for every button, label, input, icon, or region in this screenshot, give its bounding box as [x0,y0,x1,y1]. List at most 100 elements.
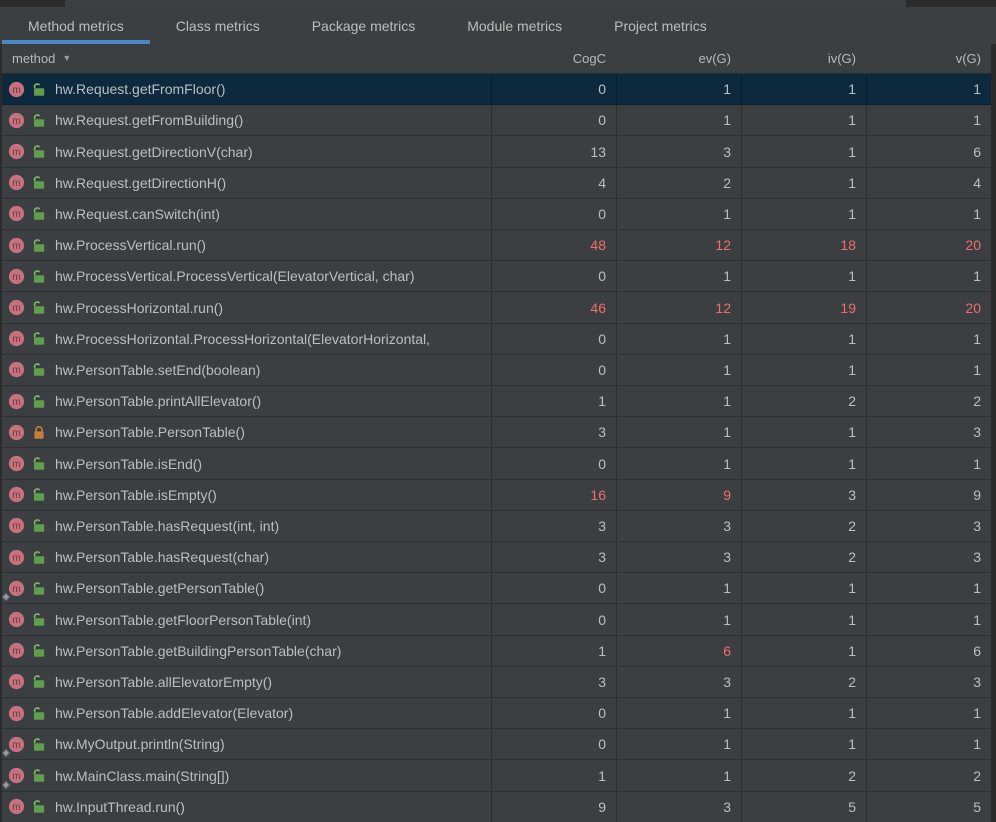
method-name: hw.PersonTable.hasRequest(char) [55,549,270,566]
evg-value: 1 [616,323,741,354]
column-header-evg[interactable]: ev(G) [698,51,732,66]
method-cell: m hw.ProcessVertical.ProcessVertical(Ele… [2,261,491,291]
tab-project-metrics[interactable]: Project metrics [614,17,707,34]
method-name: hw.ProcessVertical.ProcessVertical(Eleva… [55,268,415,285]
visibility-lock-icon [32,518,46,533]
evg-value: 1 [616,261,741,292]
vg-value: 3 [866,417,991,448]
table-row[interactable]: m hw.PersonTable.PersonTable() 3 1 [2,417,991,449]
table-row[interactable]: m hw.Request.getFromFloor() 0 1 1 [2,74,991,106]
vg-value: 1 [866,729,991,760]
visibility-lock-icon [32,82,46,97]
tab-module-metrics[interactable]: Module metrics [467,17,563,34]
evg-value: 2 [616,167,741,198]
sort-desc-icon[interactable]: ▼ [62,53,72,63]
cogc-value: 3 [491,510,616,542]
table-row[interactable]: m hw.MyOutput.println(String) 0 1 [2,729,991,761]
svg-text:m: m [12,209,20,220]
table-row[interactable]: m hw.ProcessHorizontal.run() 46 12 [2,292,991,324]
table-row[interactable]: m hw.Request.getFromBuilding() 0 1 [2,105,991,137]
evg-value: 1 [616,386,741,417]
top-strip [0,0,996,7]
svg-text:m: m [12,521,20,532]
vg-value: 1 [866,261,991,292]
ivg-value: 5 [741,791,866,822]
method-cell: m hw.PersonTable.getPersonTable() [2,573,491,603]
table-row[interactable]: m hw.PersonTable.getBuildingPersonTable(… [2,635,991,667]
method-name: hw.Request.getFromFloor() [55,81,226,98]
evg-value: 6 [616,635,741,666]
table-row[interactable]: m hw.PersonTable.addElevator(Elevator) 0 [2,698,991,730]
vg-value: 9 [866,479,991,510]
table-row[interactable]: m hw.PersonTable.hasRequest(char) 3 3 [2,542,991,574]
tab-class-metrics[interactable]: Class metrics [175,17,260,34]
ivg-value: 1 [741,698,866,729]
method-cell: m hw.PersonTable.getFloorPersonTable(int… [2,604,491,634]
column-header-vg[interactable]: v(G) [955,51,981,66]
vg-value: 6 [866,635,991,666]
method-cell: m hw.MyOutput.println(String) [2,729,491,759]
cogc-value: 1 [491,386,616,417]
table-row[interactable]: m hw.ProcessHorizontal.ProcessHorizontal… [2,323,991,355]
evg-value: 1 [616,105,741,136]
table-row[interactable]: m hw.PersonTable.setEnd(boolean) 0 1 [2,354,991,387]
table-row[interactable]: m hw.Request.getDirectionV(char) 13 3 [2,136,991,168]
method-icon: m [8,517,25,534]
method-name: hw.PersonTable.isEnd() [55,455,203,472]
table-row[interactable]: m hw.Request.canSwitch(int) 0 1 1 [2,198,991,231]
table-row[interactable]: m hw.PersonTable.isEmpty() 16 9 3 [2,479,991,511]
metrics-tab-bar: Method metrics Class metrics Package met… [0,7,996,44]
table-row[interactable]: m hw.InputThread.run() 9 3 5 [2,791,991,822]
table-row[interactable]: m hw.MainClass.main(String[]) 1 1 [2,760,991,792]
table-row[interactable]: m hw.ProcessVertical.ProcessVertical(Ele… [2,261,991,293]
ivg-value: 2 [741,542,866,573]
method-cell: m hw.Request.canSwitch(int) [2,199,491,229]
visibility-lock-icon [32,799,46,814]
vg-value: 20 [866,230,991,261]
column-header-cogc[interactable]: CogC [572,51,606,66]
svg-text:m: m [12,740,20,751]
method-cell: m hw.PersonTable.PersonTable() [2,417,491,447]
table-row[interactable]: m hw.PersonTable.hasRequest(int, int) 3 [2,510,991,543]
method-icon: m [8,611,25,628]
method-icon: m [8,642,25,659]
method-cell: m hw.ProcessVertical.run() [2,230,491,260]
ivg-value: 1 [741,261,866,292]
ivg-value: 1 [741,729,866,760]
method-cell: m hw.ProcessHorizontal.run() [2,292,491,322]
ivg-value: 2 [741,510,866,542]
column-header-ivg[interactable]: iv(G) [827,51,856,66]
table-row[interactable]: m hw.PersonTable.printAllElevator() 1 1 [2,386,991,418]
table-row[interactable]: m hw.PersonTable.getPersonTable() 0 1 [2,573,991,605]
evg-value: 1 [616,573,741,604]
cogc-value: 9 [491,791,616,822]
svg-text:m: m [12,147,20,158]
column-header-method[interactable]: method ▼ [2,51,491,66]
svg-text:m: m [12,646,20,657]
table-row[interactable]: m hw.Request.getDirectionH() 4 2 [2,167,991,199]
ivg-value: 1 [741,354,866,386]
ivg-value: 1 [741,417,866,448]
table-row[interactable]: m hw.PersonTable.getFloorPersonTable(int… [2,604,991,636]
svg-text:m: m [12,584,20,595]
evg-value: 12 [616,230,741,261]
tab-method-metrics[interactable]: Method metrics [2,7,150,44]
method-icon: m [8,455,25,472]
table-row[interactable]: m hw.PersonTable.isEnd() 0 1 1 [2,448,991,480]
table-row[interactable]: m hw.ProcessVertical.run() 48 12 [2,230,991,262]
vg-value: 3 [866,542,991,573]
method-icon: m [8,143,25,160]
evg-value: 1 [616,604,741,635]
svg-text:m: m [12,802,20,813]
method-name: hw.Request.getDirectionV(char) [55,143,253,160]
method-header-label: method [12,51,56,66]
visibility-lock-icon [32,768,46,783]
svg-text:m: m [12,334,20,345]
ivg-value: 1 [741,198,866,230]
table-row[interactable]: m hw.PersonTable.allElevatorEmpty() 3 3 [2,666,991,699]
ivg-value: 19 [741,292,866,323]
method-name: hw.PersonTable.getFloorPersonTable(int) [55,611,312,628]
svg-text:m: m [12,241,20,252]
tab-package-metrics[interactable]: Package metrics [311,17,416,34]
cogc-value: 0 [491,573,616,604]
